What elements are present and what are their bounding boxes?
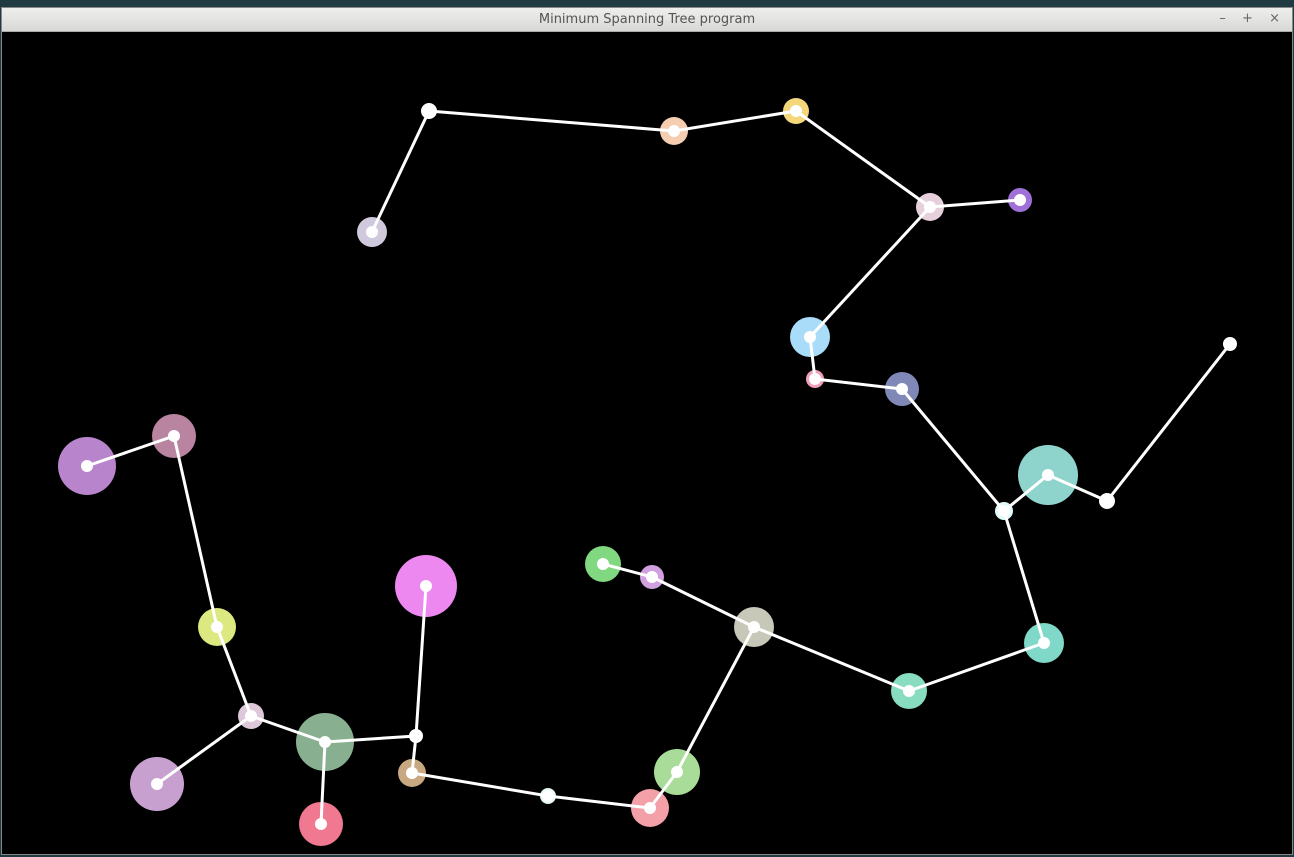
window-buttons: – + × <box>1207 11 1280 26</box>
edge <box>319 741 327 825</box>
maximize-button[interactable]: + <box>1242 11 1253 26</box>
node <box>597 558 609 570</box>
edge <box>86 434 175 468</box>
node <box>896 383 908 395</box>
node <box>315 818 327 830</box>
edge <box>1047 473 1108 503</box>
node <box>1042 469 1054 481</box>
edge <box>428 109 675 133</box>
node <box>924 201 936 213</box>
node <box>406 767 418 779</box>
node <box>168 430 180 442</box>
node <box>809 373 821 385</box>
edge <box>324 734 417 744</box>
node <box>151 778 163 790</box>
node <box>420 580 432 592</box>
edge <box>414 585 428 737</box>
edge <box>900 388 1006 512</box>
window-title: Minimum Spanning Tree program <box>538 12 756 27</box>
node <box>668 125 680 137</box>
edge <box>156 714 252 786</box>
edge <box>808 336 817 380</box>
edge <box>172 435 219 628</box>
edge <box>602 562 653 579</box>
edge <box>1002 510 1046 644</box>
edge <box>673 109 797 133</box>
window: Minimum Spanning Tree program – + × <box>1 7 1293 855</box>
node <box>644 802 656 814</box>
edge <box>675 626 756 773</box>
edge <box>411 771 549 798</box>
edge <box>1105 343 1232 502</box>
edge <box>808 205 932 339</box>
edge <box>651 575 755 629</box>
node <box>1224 338 1236 350</box>
close-button[interactable]: × <box>1269 11 1280 26</box>
edge <box>814 377 903 391</box>
node <box>903 685 915 697</box>
node <box>646 571 658 583</box>
edge <box>1003 473 1049 513</box>
node <box>245 710 257 722</box>
edge <box>929 198 1021 209</box>
node <box>366 226 378 238</box>
edge <box>410 735 418 774</box>
node <box>542 790 554 802</box>
edge <box>370 110 431 233</box>
edge <box>215 626 253 717</box>
edge <box>648 771 679 809</box>
edge <box>250 714 326 744</box>
node <box>1038 637 1050 649</box>
node <box>319 736 331 748</box>
node <box>81 460 93 472</box>
minimize-button[interactable]: – <box>1219 11 1226 26</box>
node <box>1101 495 1113 507</box>
node <box>804 331 816 343</box>
node <box>1014 194 1026 206</box>
node <box>790 105 802 117</box>
node <box>748 621 760 633</box>
edge <box>753 625 910 693</box>
node <box>671 766 683 778</box>
edge <box>908 641 1045 693</box>
title-bar: Minimum Spanning Tree program – + × <box>2 8 1292 32</box>
node <box>998 505 1010 517</box>
edge <box>547 794 651 810</box>
node <box>211 621 223 633</box>
node <box>423 105 435 117</box>
node <box>410 730 422 742</box>
edge <box>795 109 931 209</box>
